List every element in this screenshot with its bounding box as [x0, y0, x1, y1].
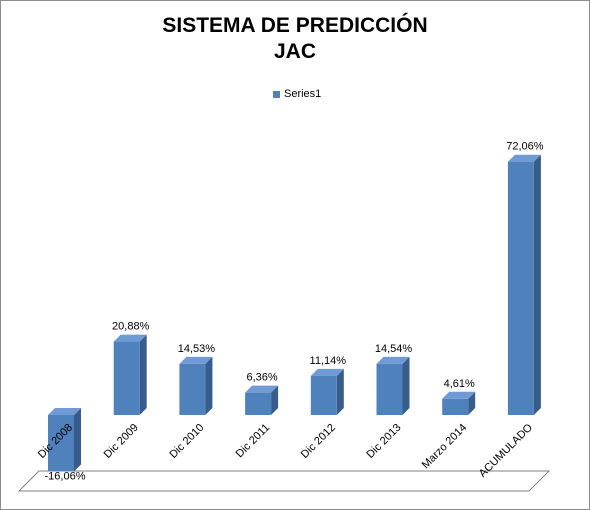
x-tick-label-4: Dic 2012 — [299, 422, 338, 461]
bar-side-3 — [271, 385, 279, 415]
bar-side-4 — [336, 368, 344, 415]
bar-side-5 — [402, 356, 410, 415]
bar-top-0 — [48, 408, 81, 415]
x-tick-label-5: Dic 2013 — [364, 422, 403, 461]
bar-top-1 — [113, 334, 147, 342]
bar-side-0 — [74, 408, 81, 472]
bar-6 — [442, 398, 469, 415]
data-label-1: 20,88% — [112, 321, 150, 333]
bar-side-2 — [205, 356, 213, 415]
legend-swatch-series1 — [273, 90, 280, 98]
x-tick-label-6: Marzo 2014 — [420, 422, 470, 472]
x-tick-label-1: Dic 2009 — [102, 422, 141, 461]
data-label-6: 4,61% — [444, 378, 475, 390]
bar-side-7 — [533, 154, 541, 415]
bar-top-7 — [507, 154, 541, 162]
bar-top-4 — [310, 368, 344, 376]
bar-top-5 — [376, 356, 410, 364]
chart-title-line-1: SISTEMA DE PREDICCIÓN — [162, 14, 428, 37]
data-label-2: 14,53% — [178, 343, 216, 355]
x-tick-label-3: Dic 2011 — [234, 422, 273, 461]
chart-floor — [17, 470, 551, 492]
chart-title-line-2: JAC — [273, 40, 316, 63]
bar-3 — [245, 392, 272, 415]
bar-0 — [48, 415, 74, 472]
bar-2 — [179, 363, 206, 415]
bar-5 — [376, 363, 403, 415]
data-label-5: 14,54% — [375, 343, 413, 355]
legend: Series1 — [273, 87, 321, 101]
data-label-0: -16,06% — [45, 470, 86, 482]
bar-side-6 — [468, 391, 476, 415]
bar-top-6 — [442, 391, 476, 399]
data-label-3: 6,36% — [246, 372, 277, 384]
bar-top-3 — [245, 385, 279, 393]
chart-title: SISTEMA DE PREDICCIÓN JAC — [1, 13, 589, 65]
x-tick-label-2: Dic 2010 — [167, 422, 206, 461]
data-label-7: 72,06% — [506, 141, 544, 153]
bar-top-2 — [179, 356, 213, 364]
bar-7 — [507, 161, 534, 415]
legend-label-series1: Series1 — [284, 88, 322, 100]
bar-side-1 — [139, 334, 147, 415]
bar-1 — [113, 341, 140, 415]
data-label-4: 11,14% — [310, 355, 347, 367]
bar-4 — [310, 375, 337, 415]
